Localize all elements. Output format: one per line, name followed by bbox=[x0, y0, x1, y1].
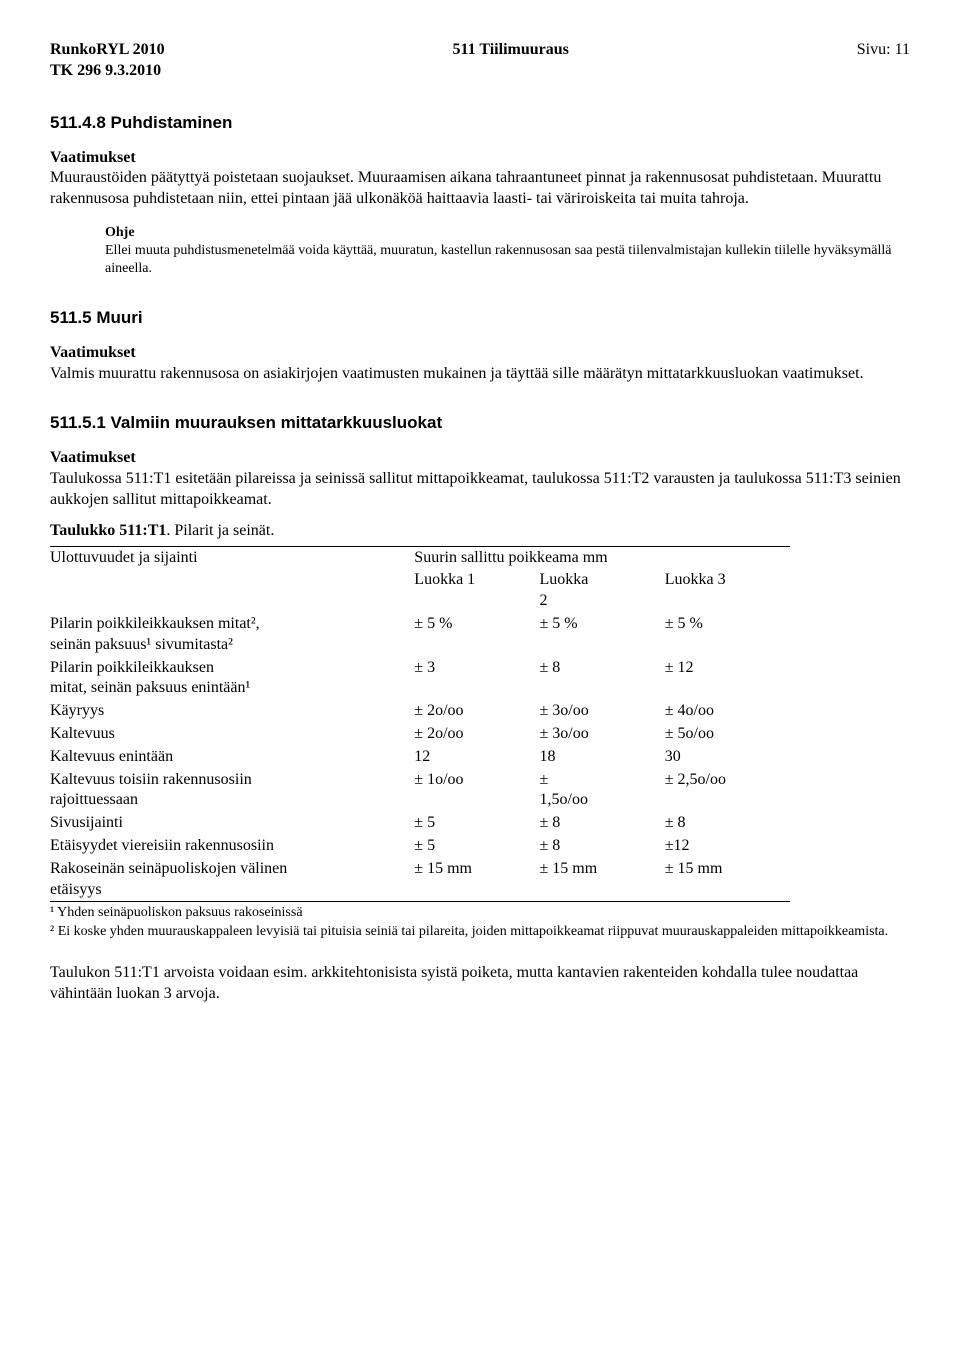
ohje-body: Ellei muuta puhdistusmenetelmää voida kä… bbox=[105, 242, 910, 278]
header-left: RunkoRYL 2010 bbox=[50, 40, 165, 61]
table-title-strong: Taulukko 511:T1 bbox=[50, 522, 166, 539]
cell-dim: Käyryys bbox=[50, 700, 414, 723]
table-head-row: Ulottuvuudet ja sijainti Suurin sallittu… bbox=[50, 546, 790, 569]
cell-luokka3: ± 12 bbox=[665, 657, 790, 701]
cell-luokka3: ± 2,5o/oo bbox=[665, 769, 790, 813]
cell-luokka1: ± 1o/oo bbox=[414, 769, 539, 813]
col-luokka-2b: 2 bbox=[540, 592, 548, 609]
cell-luokka2: ± 8 bbox=[540, 812, 665, 835]
section-511-4-8-title: 511.4.8 Puhdistaminen bbox=[50, 112, 910, 134]
table-row: Kaltevuus toisiin rakennusosiin rajoittu… bbox=[50, 769, 790, 813]
ohje-block: Ohje Ellei muuta puhdistusmenetelmää voi… bbox=[105, 224, 910, 279]
col-luokka-2: Luokka 2 bbox=[540, 569, 665, 613]
cell-dim: Kaltevuus toisiin rakennusosiin rajoittu… bbox=[50, 769, 414, 813]
cell-luokka2: ± 1,5o/oo bbox=[540, 769, 665, 813]
table-row: Kaltevuus enintään121830 bbox=[50, 746, 790, 769]
table-row: Pilarin poikkileikkauksen mitat², seinän… bbox=[50, 613, 790, 657]
cell-luokka2: 18 bbox=[540, 746, 665, 769]
cell-luokka1: ± 5 bbox=[414, 835, 539, 858]
table-row: Pilarin poikkileikkauksen mitat, seinän … bbox=[50, 657, 790, 701]
cell-luokka3: ± 15 mm bbox=[665, 858, 790, 902]
cell-luokka3: ±12 bbox=[665, 835, 790, 858]
table-row: Rakoseinän seinäpuoliskojen välinen etäi… bbox=[50, 858, 790, 902]
cell-luokka1: ± 15 mm bbox=[414, 858, 539, 902]
section-511-5-1-title: 511.5.1 Valmiin muurauksen mittatarkkuus… bbox=[50, 412, 910, 434]
cell-luokka3: ± 4o/oo bbox=[665, 700, 790, 723]
footnote-1: ¹ Yhden seinäpuoliskon paksuus rakoseini… bbox=[50, 904, 910, 922]
page-header: RunkoRYL 2010 511 Tiilimuuraus Sivu: 11 bbox=[50, 40, 910, 61]
header-right: Sivu: 11 bbox=[857, 40, 910, 61]
cell-dim: Kaltevuus bbox=[50, 723, 414, 746]
cell-luokka2: ± 5 % bbox=[540, 613, 665, 657]
footnote-2: ² Ei koske yhden muurauskappaleen levyis… bbox=[50, 923, 910, 941]
closing-paragraph: Taulukon 511:T1 arvoista voidaan esim. a… bbox=[50, 963, 910, 1005]
cell-luokka2: ± 3o/oo bbox=[540, 700, 665, 723]
cell-luokka1: ± 3 bbox=[414, 657, 539, 701]
col-allowed-deviation: Suurin sallittu poikkeama mm bbox=[414, 546, 790, 569]
cell-dim: Sivusijainti bbox=[50, 812, 414, 835]
cell-luokka1: ± 5 bbox=[414, 812, 539, 835]
section-511-4-8-body: Muuraustöiden päätyttyä poistetaan suoja… bbox=[50, 169, 881, 207]
cell-luokka1: ± 2o/oo bbox=[414, 700, 539, 723]
cell-luokka2: ± 8 bbox=[540, 835, 665, 858]
header-mid: 511 Tiilimuuraus bbox=[453, 40, 569, 61]
table-row: Sivusijainti± 5± 8± 8 bbox=[50, 812, 790, 835]
section-511-5-1-body: Taulukossa 511:T1 esitetään pilareissa j… bbox=[50, 470, 901, 508]
col-luokka-3: Luokka 3 bbox=[665, 569, 790, 613]
cell-luokka3: 30 bbox=[665, 746, 790, 769]
col-dimensions: Ulottuvuudet ja sijainti bbox=[50, 546, 414, 569]
ohje-label: Ohje bbox=[105, 224, 910, 242]
cell-luokka1: ± 5 % bbox=[414, 613, 539, 657]
table-row: Etäisyydet viereisiin rakennusosiin± 5± … bbox=[50, 835, 790, 858]
cell-luokka1: ± 2o/oo bbox=[414, 723, 539, 746]
section-511-5-title: 511.5 Muuri bbox=[50, 307, 910, 329]
cell-luokka3: ± 5 % bbox=[665, 613, 790, 657]
section-511-5-body: Valmis muurattu rakennusosa on asiakirjo… bbox=[50, 365, 864, 382]
col-luokka-1: Luokka 1 bbox=[414, 569, 539, 613]
cell-luokka2: ± 8 bbox=[540, 657, 665, 701]
table-511-t1: Ulottuvuudet ja sijainti Suurin sallittu… bbox=[50, 546, 790, 903]
table-subhead-row: Luokka 1 Luokka 2 Luokka 3 bbox=[50, 569, 790, 613]
table-footnotes: ¹ Yhden seinäpuoliskon paksuus rakoseini… bbox=[50, 904, 910, 940]
cell-dim: Rakoseinän seinäpuoliskojen välinen etäi… bbox=[50, 858, 414, 902]
header-sub: TK 296 9.3.2010 bbox=[50, 61, 910, 82]
cell-luokka3: ± 5o/oo bbox=[665, 723, 790, 746]
table-row: Kaltevuus± 2o/oo± 3o/oo± 5o/oo bbox=[50, 723, 790, 746]
vaatimukset-label: Vaatimukset bbox=[50, 449, 136, 466]
vaatimukset-label: Vaatimukset bbox=[50, 149, 136, 166]
cell-dim: Pilarin poikkileikkauksen mitat, seinän … bbox=[50, 657, 414, 701]
cell-luokka2: ± 15 mm bbox=[540, 858, 665, 902]
cell-dim: Pilarin poikkileikkauksen mitat², seinän… bbox=[50, 613, 414, 657]
vaatimukset-label: Vaatimukset bbox=[50, 344, 136, 361]
cell-luokka3: ± 8 bbox=[665, 812, 790, 835]
cell-dim: Kaltevuus enintään bbox=[50, 746, 414, 769]
table-title-rest: . Pilarit ja seinät. bbox=[166, 522, 274, 539]
col-luokka-2a: Luokka bbox=[540, 571, 589, 588]
table-row: Käyryys± 2o/oo± 3o/oo± 4o/oo bbox=[50, 700, 790, 723]
cell-dim: Etäisyydet viereisiin rakennusosiin bbox=[50, 835, 414, 858]
cell-luokka1: 12 bbox=[414, 746, 539, 769]
cell-luokka2: ± 3o/oo bbox=[540, 723, 665, 746]
